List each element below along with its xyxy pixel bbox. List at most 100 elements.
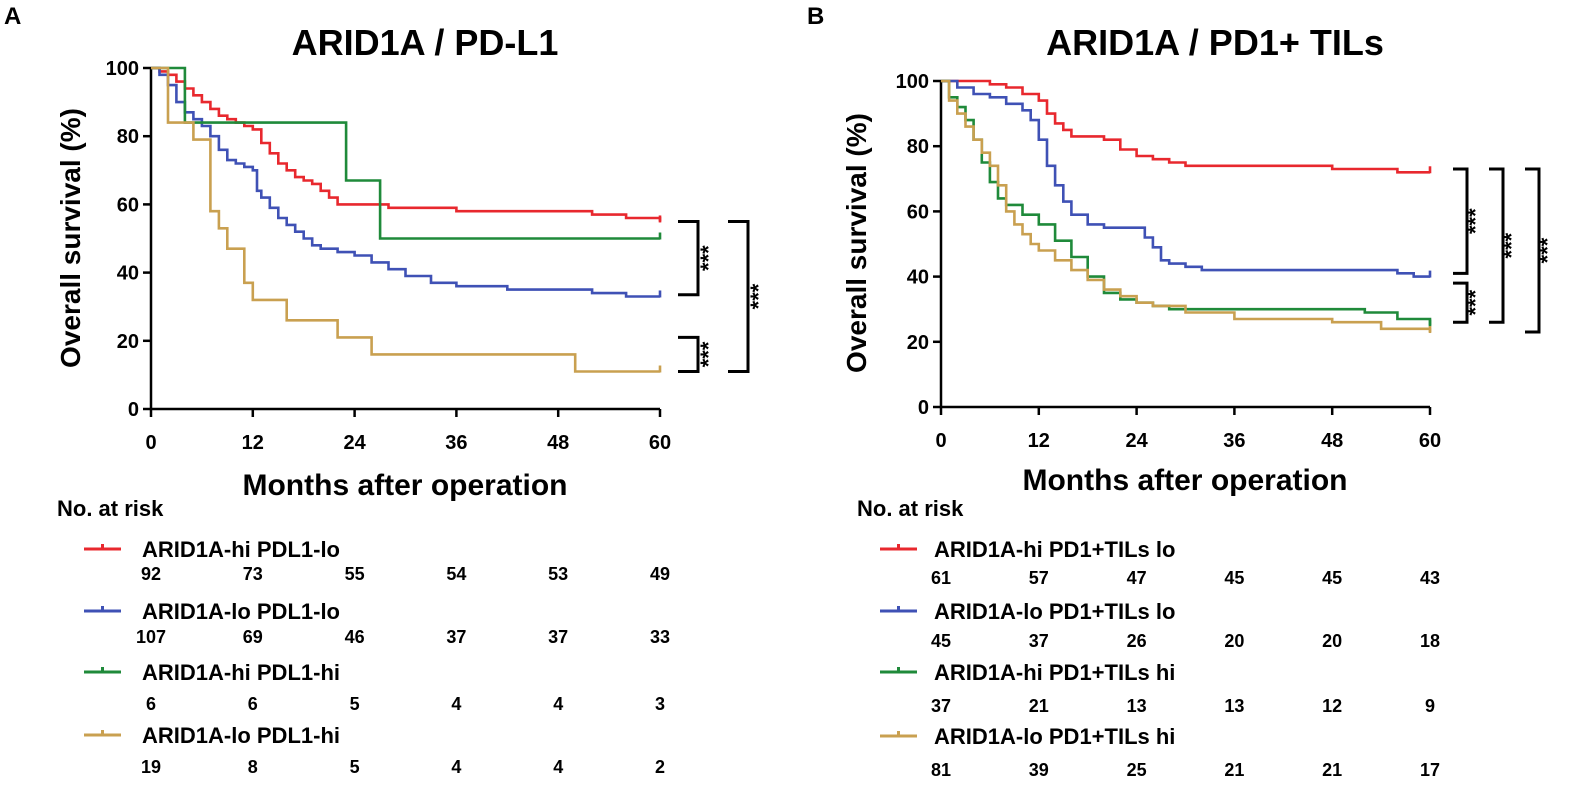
panel-b-legend-label-2: ARID1A-lo PD1+TILs lo	[934, 599, 1175, 624]
panel-a-y-axis-label: Overall survival (%)	[55, 108, 86, 368]
panel-b-x-tick-label: 24	[1125, 430, 1148, 452]
panel-b-at-risk-count: 47	[1127, 568, 1147, 588]
panel-a-at-risk-count: 69	[243, 627, 263, 647]
panel-a-series-1-line	[151, 66, 662, 222]
panel-b-y-axis-label: Overall survival (%)	[841, 113, 872, 373]
panel-b-at-risk-count: 12	[1322, 696, 1342, 716]
panel-a-letter: A	[4, 3, 21, 30]
panel-b-y-tick-label: 0	[918, 397, 929, 419]
panel-a-at-risk-count: 4	[451, 757, 461, 777]
panel-b-legend-label-4: ARID1A-lo PD1+TILs hi	[934, 724, 1175, 749]
panel-b-x-tick-label: 48	[1321, 430, 1343, 452]
panel-b-significance-bracket-1	[1453, 167, 1469, 275]
panel-a-y-tick-label: 40	[117, 263, 139, 285]
panel-a-at-risk-count: 6	[146, 694, 156, 714]
panel-a-x-tick-label: 24	[343, 432, 366, 454]
panel-b-at-risk-count: 18	[1420, 631, 1440, 651]
panel-b-y-tick-label: 40	[907, 267, 929, 289]
panel-a-at-risk-count: 4	[553, 694, 563, 714]
panel-b-series-3-line	[941, 79, 1432, 326]
panel-a-significance-bracket-3	[728, 219, 750, 373]
panel-b-at-risk-count: 21	[1224, 760, 1244, 780]
panel-b-at-risk-count: 39	[1029, 760, 1049, 780]
panel-b-at-risk-count: 26	[1127, 631, 1147, 651]
panel-b-series-1-line	[941, 79, 1430, 174]
panel-b-x-tick-label: 36	[1223, 430, 1245, 452]
panel-a-at-risk-count: 5	[350, 694, 360, 714]
panel-a-x-tick-label: 12	[242, 432, 264, 454]
panel-b-at-risk-count: 13	[1127, 696, 1147, 716]
panel-b-x-tick-label: 60	[1419, 430, 1441, 452]
panel-a-at-risk-count: 37	[548, 627, 568, 647]
panel-b-at-risk-count: 45	[1224, 568, 1244, 588]
panel-b-legend-label-1: ARID1A-hi PD1+TILs lo	[934, 537, 1175, 562]
panel-a-significance-bracket-2	[678, 335, 700, 373]
panel-a-series-3-line	[151, 66, 660, 240]
panel-b-series-4-line	[941, 79, 1432, 332]
panel-b-at-risk-count: 43	[1420, 568, 1440, 588]
panel-a-y-tick-label: 0	[128, 399, 139, 421]
panel-a-at-risk-count: 49	[650, 564, 670, 584]
panel-b-significance-bracket-4	[1525, 167, 1541, 334]
panel-a-at-risk-count: 6	[248, 694, 258, 714]
panel-b-at-risk-count: 21	[1029, 696, 1049, 716]
panel-b-title: ARID1A / PD1+ TILs	[1046, 22, 1384, 63]
panel-a-at-risk-count: 33	[650, 627, 670, 647]
panel-a-at-risk-count: 8	[248, 757, 258, 777]
panel-a-legend-label-4: ARID1A-lo PDL1-hi	[142, 723, 340, 748]
panel-b-at-risk-count: 45	[931, 631, 951, 651]
panel-b-x-axis-label: Months after operation	[1022, 464, 1347, 497]
panel-a-significance-label-1: ***	[696, 245, 721, 271]
panel-a-at-risk-count: 107	[136, 627, 166, 647]
panel-a-x-tick-label: 60	[649, 432, 671, 454]
panel-a-at-risk-count: 54	[446, 564, 466, 584]
panel-a-x-axis-label: Months after operation	[242, 469, 567, 502]
panel-b-significance-label-4: ***	[1535, 237, 1560, 263]
panel-b-at-risk-count: 21	[1322, 760, 1342, 780]
panel-a-legend-label-1: ARID1A-hi PDL1-lo	[142, 537, 340, 562]
panel-a-significance-label-3: ***	[746, 283, 771, 309]
panel-a-legend-label-3: ARID1A-hi PDL1-hi	[142, 660, 340, 685]
panel-b-at-risk-count: 45	[1322, 568, 1342, 588]
panel-a-at-risk-count: 92	[141, 564, 161, 584]
panel-a-at-risk-count: 4	[553, 757, 563, 777]
panel-b-at-risk-count: 9	[1425, 696, 1435, 716]
panel-a-significance-bracket-1	[678, 219, 700, 297]
panel-b-at-risk-count: 81	[931, 760, 951, 780]
panel-a-at-risk-count: 37	[446, 627, 466, 647]
panel-a-at-risk-count: 5	[350, 757, 360, 777]
panel-b-at-risk-count: 13	[1224, 696, 1244, 716]
panel-b-at-risk-count: 37	[1029, 631, 1049, 651]
panel-a-y-tick-label: 60	[117, 194, 139, 216]
panel-a-x-tick-label: 48	[547, 432, 569, 454]
panel-b-at-risk-count: 25	[1127, 760, 1147, 780]
panel-a-x-tick-label: 0	[145, 432, 156, 454]
panel-b-significance-label-3: ***	[1499, 232, 1524, 258]
panel-b-x-tick-label: 12	[1028, 430, 1050, 452]
panel-b-at-risk-count: 17	[1420, 760, 1440, 780]
panel-b-series-2-line	[941, 79, 1430, 278]
panel-a-at-risk-count: 19	[141, 757, 161, 777]
panel-a-at-risk-count: 53	[548, 564, 568, 584]
panel-b-at-risk-count: 61	[931, 568, 951, 588]
panel-a-at-risk-count: 46	[345, 627, 365, 647]
panel-b-significance-label-2: ***	[1463, 289, 1488, 315]
panel-a-at-risk-count: 4	[451, 694, 461, 714]
panel-a-title: ARID1A / PD-L1	[292, 22, 559, 63]
panel-b-significance-bracket-3	[1489, 167, 1505, 324]
panel-a-risk-title: No. at risk	[57, 496, 164, 521]
panel-b-y-tick-label: 80	[907, 136, 929, 158]
panel-b-significance-bracket-2	[1453, 281, 1469, 324]
panel-a-at-risk-count: 73	[243, 564, 263, 584]
panel-b-at-risk-count: 37	[931, 696, 951, 716]
panel-a-significance-label-2: ***	[696, 341, 721, 367]
panel-a-legend-label-2: ARID1A-lo PDL1-lo	[142, 599, 340, 624]
panel-b-legend-label-3: ARID1A-hi PD1+TILs hi	[934, 660, 1175, 685]
panel-b-y-tick-label: 100	[896, 71, 929, 93]
panel-a-y-tick-label: 20	[117, 331, 139, 353]
panel-b-at-risk-count: 20	[1224, 631, 1244, 651]
panel-a-y-tick-label: 80	[117, 126, 139, 148]
panel-b-letter: B	[807, 3, 824, 30]
panel-b-y-tick-label: 60	[907, 201, 929, 223]
